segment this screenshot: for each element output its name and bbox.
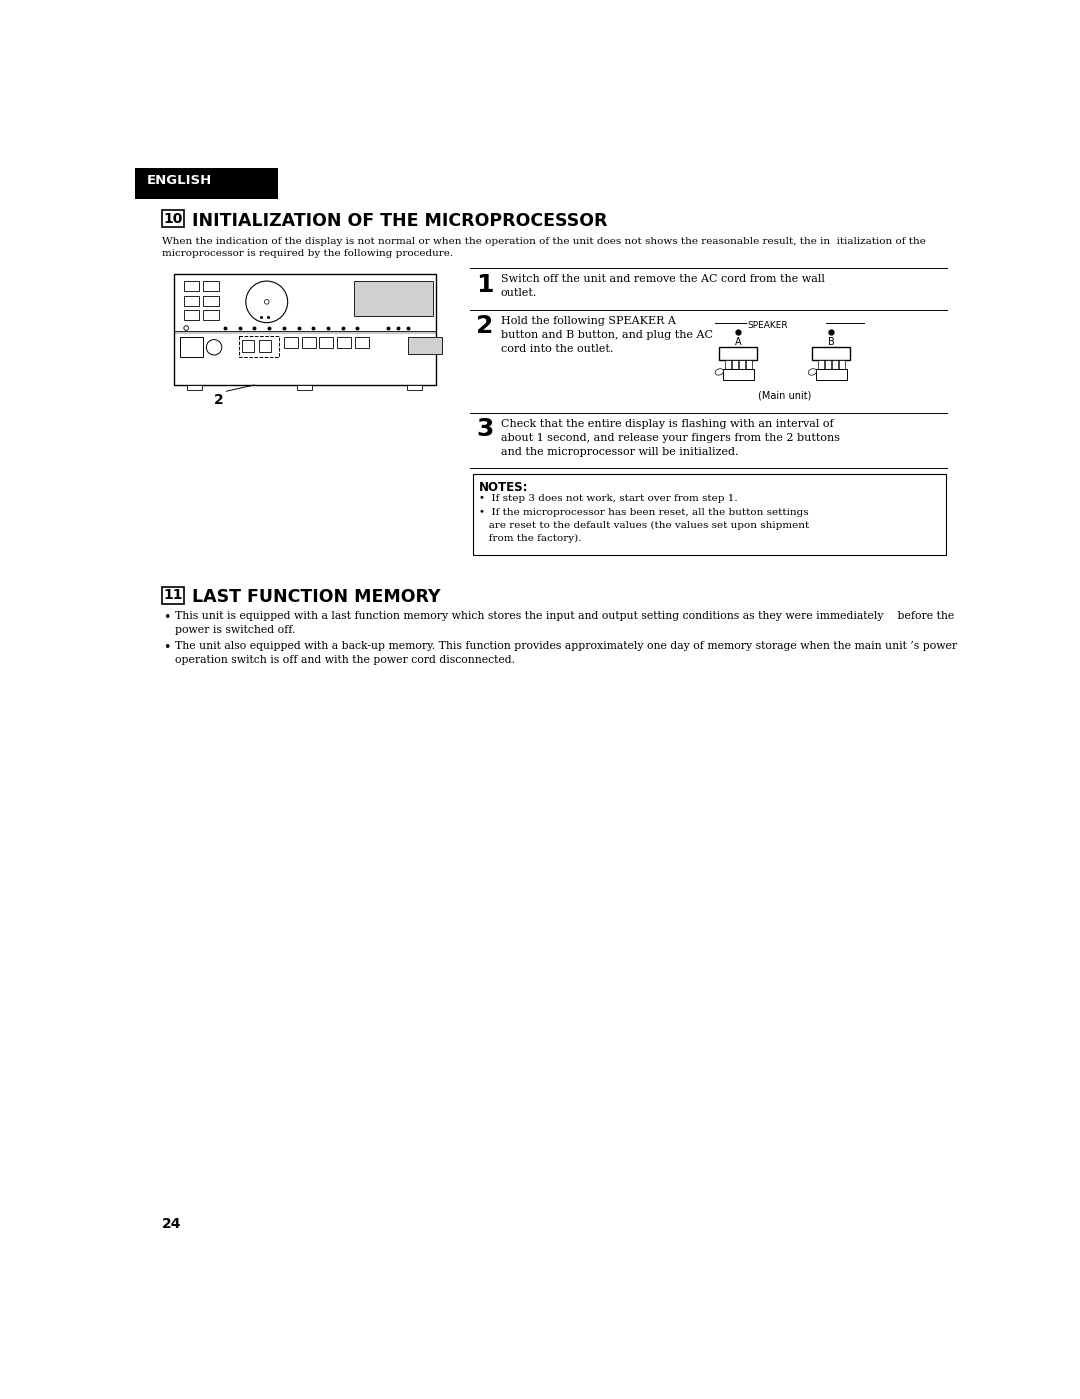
- Text: B: B: [827, 337, 835, 347]
- Text: When the indication of the display is not normal or when the operation of the un: When the indication of the display is no…: [162, 238, 926, 257]
- Circle shape: [265, 299, 269, 304]
- Bar: [839, 360, 845, 371]
- Text: 1: 1: [476, 273, 494, 297]
- Text: 2: 2: [476, 315, 494, 339]
- Bar: [407, 385, 422, 390]
- Text: A: A: [734, 337, 741, 347]
- Text: 2: 2: [214, 393, 224, 407]
- Bar: [320, 337, 334, 348]
- Text: NOTES:: NOTES:: [480, 480, 528, 494]
- Text: SPEAKER: SPEAKER: [747, 322, 788, 330]
- Ellipse shape: [808, 369, 816, 375]
- Bar: [724, 369, 754, 379]
- Text: 11: 11: [163, 588, 183, 602]
- Bar: [718, 347, 757, 360]
- Bar: [187, 385, 202, 390]
- Bar: [203, 311, 218, 320]
- Text: •  If the microprocessor has been reset, all the button settings
   are reset to: • If the microprocessor has been reset, …: [480, 508, 809, 543]
- Text: Switch off the unit and remove the AC cord from the wall
outlet.: Switch off the unit and remove the AC co…: [501, 274, 825, 298]
- Bar: [259, 340, 271, 353]
- Bar: [135, 168, 279, 199]
- Text: Check that the entire display is flashing with an interval of
about 1 second, an: Check that the entire display is flashin…: [501, 418, 840, 457]
- Bar: [184, 281, 200, 291]
- Bar: [832, 360, 838, 372]
- Bar: [473, 474, 946, 555]
- Text: The unit also equipped with a back-up memory. This function provides approximate: The unit also equipped with a back-up me…: [175, 641, 958, 665]
- Circle shape: [184, 326, 189, 330]
- Ellipse shape: [715, 369, 724, 375]
- Bar: [242, 340, 255, 353]
- Bar: [180, 337, 203, 357]
- Bar: [203, 281, 218, 291]
- Text: This unit is equipped with a last function memory which stores the input and out: This unit is equipped with a last functi…: [175, 611, 955, 635]
- Bar: [297, 385, 312, 390]
- Text: •: •: [163, 641, 171, 653]
- Bar: [408, 337, 442, 354]
- Bar: [162, 210, 184, 227]
- Bar: [184, 311, 200, 320]
- Bar: [353, 281, 433, 316]
- Bar: [811, 347, 850, 360]
- Bar: [825, 360, 831, 372]
- Bar: [355, 337, 369, 348]
- Bar: [818, 360, 824, 371]
- Text: INITIALIZATION OF THE MICROPROCESSOR: INITIALIZATION OF THE MICROPROCESSOR: [191, 211, 607, 229]
- Bar: [284, 337, 298, 348]
- Text: 3: 3: [476, 417, 494, 441]
- Text: Hold the following SPEAKER A
button and B button, and plug the AC
cord into the : Hold the following SPEAKER A button and …: [501, 316, 713, 354]
- Text: •: •: [163, 611, 171, 624]
- Text: •  If step 3 does not work, start over from step 1.: • If step 3 does not work, start over fr…: [480, 494, 738, 504]
- Bar: [745, 360, 752, 371]
- Bar: [174, 274, 435, 385]
- Text: 24: 24: [162, 1217, 181, 1231]
- Text: 10: 10: [163, 211, 183, 225]
- Bar: [725, 360, 731, 371]
- Text: LAST FUNCTION MEMORY: LAST FUNCTION MEMORY: [191, 589, 440, 606]
- Bar: [239, 336, 279, 357]
- Bar: [184, 295, 200, 306]
- Bar: [162, 586, 184, 604]
- Bar: [301, 337, 315, 348]
- Bar: [203, 295, 218, 306]
- Circle shape: [206, 340, 221, 355]
- Bar: [732, 360, 738, 372]
- Text: ENGLISH: ENGLISH: [147, 173, 212, 187]
- Text: (Main unit): (Main unit): [758, 390, 811, 400]
- Bar: [816, 369, 847, 379]
- Circle shape: [246, 281, 287, 323]
- Bar: [337, 337, 351, 348]
- Bar: [739, 360, 745, 372]
